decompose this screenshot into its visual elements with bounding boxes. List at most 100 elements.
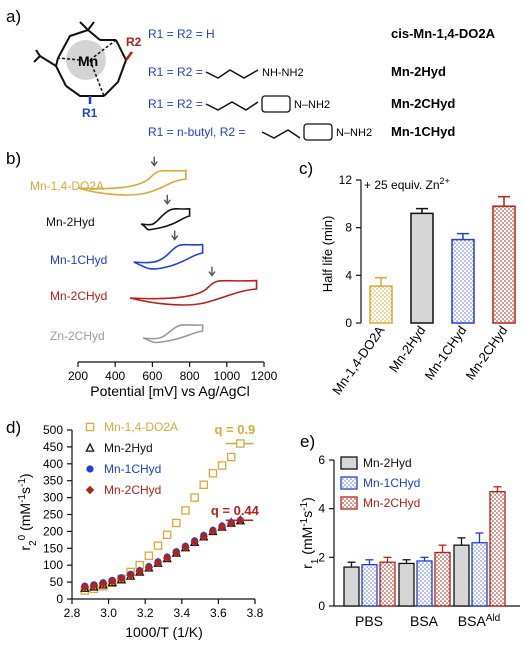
panel-d-label: d) (6, 418, 21, 437)
d-point-mn-2chyd (80, 582, 90, 592)
c-bars (369, 195, 516, 324)
carboxylate-arm-left (39, 55, 57, 67)
d-legend-marker-4 (85, 485, 95, 495)
d-point-mn-1-4-do2a (153, 541, 163, 550)
r2-structure-label: R2 (126, 35, 142, 49)
coordination-bond-3 (57, 57, 81, 61)
r2-bond (125, 51, 133, 61)
panel-d-nmrd: d) 0 50 100 150 200 250 300 350 400 450 500 2.8 3.0… (6, 418, 264, 640)
r1-structure-label: R1 (82, 106, 98, 120)
c-y-axis-title: Half life (min) (320, 216, 335, 293)
b-x-tick-label: 400 (105, 369, 125, 383)
d-y-tick-label: 0 (56, 592, 63, 606)
b-x-ticks: 200 400 600 800 1000 1200 (68, 362, 278, 383)
cv-curve-3 (133, 243, 204, 270)
peak-arrow-icon (171, 230, 179, 241)
d-y-tick-label: 500 (43, 423, 63, 437)
panel-c-half-life: c) + 25 equiv. Zn2+ Half life (min) 0 4 8 1… (299, 159, 516, 398)
e-x-tick-label: PBS (355, 613, 383, 629)
d-legend-marker-2 (85, 442, 95, 452)
d-point-mn-2chyd (126, 571, 135, 580)
c-y-tick-label: 8 (345, 221, 352, 235)
substituent-row-4: R1 = n-butyl, R2 = N–NH2 Mn-1CHyd (148, 123, 455, 141)
c-x-tick-label: Mn-2CHyd (463, 323, 511, 382)
cv-curves (77, 156, 258, 344)
c-bar-2 (410, 212, 434, 324)
d-y-tick-label: 150 (43, 541, 63, 555)
d-x-tick-label: 3.8 (247, 606, 264, 620)
cv-series-labels: Mn-1,4-DO2A Mn-2Hyd Mn-1CHyd Mn-2CHyd Zn-2CH… (30, 179, 107, 343)
d-point-mn-1-4-do2a (172, 518, 181, 528)
d-x-ticks: 2.8 3.0 3.2 3.4 3.6 3.8 (64, 599, 264, 620)
cv-curve-2 (140, 207, 191, 231)
d-x-tick-label: 3.4 (173, 606, 190, 620)
d-x-tick-label: 3.2 (137, 606, 154, 620)
row-3-fragment: N–NH2 (294, 99, 330, 111)
d-point-mn-2chyd (181, 543, 190, 552)
d-x-axis-title: 1000/T (1/K) (125, 624, 203, 640)
e-bar-3-2 (434, 551, 451, 607)
cv-label-3: Mn-1CHyd (50, 253, 107, 267)
b-x-tick-label: 200 (68, 369, 88, 383)
d-y-tick-label: 200 (43, 524, 63, 538)
row-3-piperazine-icon (261, 95, 291, 113)
panel-b-label: b) (6, 149, 21, 168)
c-y-tick-label: 12 (339, 173, 353, 187)
e-x-tick-superscript: Ald (486, 613, 500, 624)
d-point-mn-2chyd (199, 532, 208, 541)
c-bar-4 (492, 205, 516, 324)
cv-label-4: Mn-2CHyd (50, 289, 107, 303)
carbonyl-left (33, 49, 42, 63)
carboxylate-arm-top (57, 28, 101, 59)
e-legend-label-2: Mn-1CHyd (363, 476, 420, 490)
peak-arrow-icon (208, 266, 216, 277)
carbonyl-top (79, 21, 95, 32)
e-bar-1-3 (453, 544, 470, 607)
e-legend-label-1: Mn-2Hyd (363, 456, 412, 470)
cv-label-5: Zn-2CHyd (50, 329, 105, 343)
ring-bond-b (103, 39, 128, 97)
panel-b-voltammograms: b) Mn-1,4-DO2A Mn-2Hyd Mn-1CHyd Mn-2CHyd Zn-… (6, 149, 278, 399)
e-y-tick-label: 0 (318, 599, 325, 613)
panel-c-label: c) (299, 159, 313, 178)
row-2-compound: Mn-2Hyd (391, 64, 446, 79)
e-y-axis-title: r1 (mM-1s-1) (299, 497, 321, 569)
panel-a: a) Mn R2 R1 R1 = R2 = H cis-Mn-1,4-DO2A (6, 7, 496, 141)
row-4-lhs: R1 = n-butyl, R2 = (148, 125, 245, 139)
row-3-chain (205, 101, 259, 111)
b-x-tick-label: 800 (180, 369, 200, 383)
d-point-mn-2chyd (227, 519, 236, 528)
e-bar-2-3 (471, 542, 488, 607)
e-legend-swatch-3 (340, 496, 358, 510)
e-legend-swatch-1 (340, 456, 358, 470)
row-1-lhs: R1 = R2 = H (148, 27, 215, 41)
e-y-tick-label: 6 (318, 453, 325, 467)
d-q-label-1: q = 0.9 (214, 422, 255, 437)
b-x-axis-title: Potential [mV] vs Ag/AgCl (90, 383, 250, 399)
d-point-mn-2chyd (236, 516, 245, 525)
d-point-mn-1-4-do2a (190, 493, 199, 502)
cv-label-2: Mn-2Hyd (46, 215, 95, 229)
d-y-tick-label: 100 (43, 558, 63, 572)
coordination-bond-2 (89, 59, 105, 97)
d-x-tick-label: 3.6 (210, 606, 227, 620)
c-y-tick-label: 0 (345, 316, 352, 330)
row-3-lhs: R1 = R2 = (148, 97, 203, 111)
c-y-ticks: 0 4 8 12 (339, 173, 361, 330)
b-x-tick-label: 1000 (213, 369, 240, 383)
d-point-mn-1-4-do2a (162, 530, 172, 540)
d-point-mn-2chyd (98, 579, 108, 588)
panel-e-relaxivity: e) 0 2 4 6 r1 (mM-1s-1) PBS BSA BSAAld Mn-2Hy… (299, 432, 520, 629)
ring-bond-d (54, 57, 67, 87)
mn-sphere-icon (66, 40, 106, 80)
row-4-compound: Mn-1CHyd (391, 124, 455, 139)
d-point-mn-1-4-do2a (144, 551, 154, 560)
row-2-lhs: R1 = R2 = (148, 65, 203, 79)
substituent-row-3: R1 = R2 = N–NH2 Mn-2CHyd (148, 95, 455, 113)
d-y-tick-label: 300 (43, 491, 63, 505)
d-legend-marker-3 (86, 465, 94, 473)
panel-a-label: a) (6, 7, 21, 26)
coordination-bond-1 (89, 39, 117, 61)
peak-arrow-icon (163, 194, 171, 205)
